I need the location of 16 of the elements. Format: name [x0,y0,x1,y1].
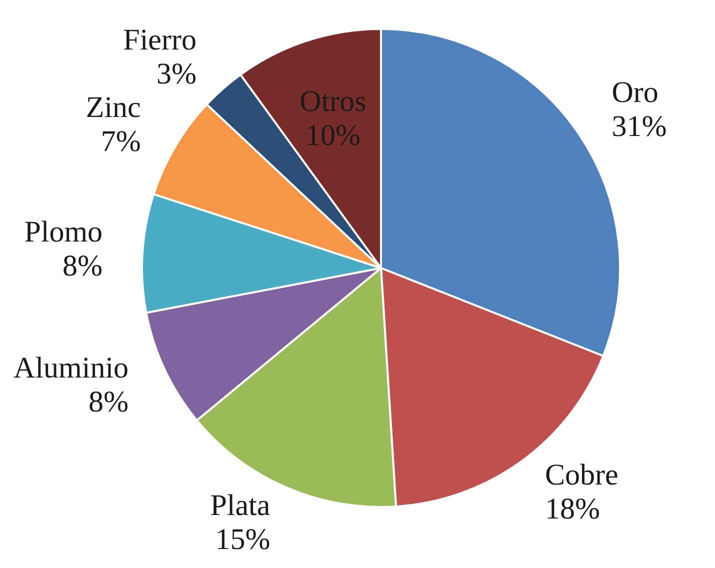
slice-label: Aluminio [14,352,129,385]
data-label: 8% [88,386,129,419]
slice-label: Cobre [544,458,618,492]
data-label: 31% [612,110,667,144]
data-label: 18% [544,492,600,526]
data-label: 15% [215,522,270,556]
slice-label: Plata [210,488,270,522]
slice-label: Otros [300,85,366,118]
data-label: 8% [62,249,103,282]
slice-label: Fierro [123,24,196,57]
slice-label: Plomo [24,215,103,248]
data-label: 7% [100,124,141,158]
data-label: 10% [305,119,360,152]
data-label: 3% [156,58,196,91]
slice-label: Oro [612,76,658,110]
slice-label: Zinc [86,90,141,124]
